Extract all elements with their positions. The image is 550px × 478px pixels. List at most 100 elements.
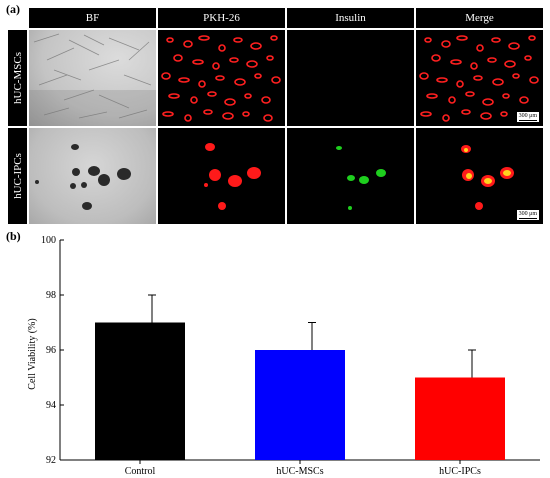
pkh26-cell	[491, 37, 501, 43]
pkh26-cell	[436, 77, 448, 83]
image-ipc-pkh26	[158, 128, 285, 224]
pkh26-cell	[519, 96, 529, 104]
pkh26-cell	[215, 75, 225, 81]
y-tick-label: 96	[46, 345, 56, 356]
scale-bar-row2-text: 300 μm	[518, 211, 537, 217]
image-msc-insulin	[287, 30, 414, 126]
ipc-insulin-clusters	[336, 146, 386, 210]
y-tick-label: 98	[46, 290, 56, 301]
pkh26-cell	[442, 114, 450, 122]
pkh26-cell	[244, 93, 252, 99]
pkh26-cell	[500, 111, 508, 117]
pkh26-cell	[246, 60, 258, 68]
pkh26-cell	[263, 114, 273, 122]
x-tick-label: hUC-MSCs	[276, 466, 323, 477]
pkh26-cell	[184, 114, 192, 122]
pkh26-cell	[482, 98, 494, 106]
pkh26-cell	[448, 96, 456, 104]
column-header-bf: BF	[29, 8, 156, 28]
msc-merge-cells	[419, 35, 539, 122]
pkh26-cell	[424, 37, 432, 43]
pkh26-cell	[198, 80, 206, 88]
pkh26-cell	[212, 62, 220, 70]
pkh26-cell	[250, 42, 262, 50]
row-label-ipc-text: hUC-IPCs	[11, 153, 24, 199]
pkh26-cell	[524, 55, 532, 61]
image-ipc-bf	[29, 128, 156, 224]
pkh26-cell	[178, 77, 190, 83]
pkh26-cell	[162, 111, 174, 117]
pkh26-cell	[461, 109, 471, 115]
pkh26-cell	[166, 37, 174, 43]
pkh26-cell	[218, 44, 226, 52]
row-label-ipc: hUC-IPCs	[8, 128, 27, 224]
pkh26-cell	[198, 35, 210, 41]
msc-bf-texture	[29, 33, 156, 126]
column-header-insulin: Insulin	[287, 8, 414, 28]
image-ipc-merge: 300 μm	[416, 128, 543, 224]
y-axis-title: Cell Viability (%)	[27, 318, 38, 389]
ipc-merge-clusters	[461, 145, 514, 210]
pkh26-cell	[224, 98, 236, 106]
pkh26-cell	[426, 93, 438, 99]
ipc-bf-clusters	[35, 144, 131, 210]
scale-bar-row2: 300 μm	[515, 209, 540, 221]
pkh26-cell	[261, 96, 271, 104]
cell-viability-chart: Cell Viability (%) 92 94 96 98 100 Control hUC…	[27, 235, 540, 477]
pkh26-cell	[512, 73, 520, 79]
scale-bar-row1-text: 300 μm	[518, 113, 537, 119]
image-msc-bf	[29, 30, 156, 126]
pkh26-cell	[470, 62, 478, 70]
microscopy-figure: BF PKH-26 Insulin Merge hUC-MSCs hUC-IPC…	[0, 0, 550, 226]
pkh26-cell	[528, 35, 536, 41]
row-label-msc: hUC-MSCs	[8, 30, 27, 126]
pkh26-cell	[242, 111, 250, 117]
pkh26-cell	[419, 72, 429, 80]
image-msc-pkh26	[158, 30, 285, 126]
pkh26-cell	[492, 78, 504, 86]
pkh26-cell	[222, 112, 234, 120]
pkh26-cell	[192, 59, 204, 65]
y-tick-label: 92	[46, 455, 56, 466]
pkh26-cell	[168, 93, 180, 99]
pkh26-cell	[456, 80, 464, 88]
pkh26-cell	[203, 109, 213, 115]
bar-huc-mscs	[255, 350, 345, 460]
pkh26-cell	[190, 96, 198, 104]
column-header-merge: Merge	[416, 8, 543, 28]
msc-pkh26-cells	[161, 35, 281, 122]
x-tick-label: Control	[125, 466, 156, 477]
y-tick-label: 94	[46, 400, 56, 411]
pkh26-cell	[476, 44, 484, 52]
column-header-pkh26: PKH-26	[158, 8, 285, 28]
pkh26-cell	[450, 59, 462, 65]
pkh26-cell	[234, 78, 246, 86]
x-tick-label: hUC-IPCs	[439, 466, 481, 477]
pkh26-cell	[529, 76, 539, 84]
y-tick-label: 100	[41, 235, 56, 246]
ipc-pkh26-clusters	[204, 143, 261, 210]
pkh26-cell	[508, 42, 520, 50]
bar-huc-ipcs	[415, 377, 505, 460]
pkh26-cell	[266, 55, 274, 61]
row-label-msc-text: hUC-MSCs	[11, 52, 24, 104]
pkh26-cell	[420, 111, 432, 117]
scale-bar-row1: 300 μm	[515, 111, 540, 123]
pkh26-cell	[173, 54, 183, 62]
image-ipc-insulin	[287, 128, 414, 224]
pkh26-cell	[431, 54, 441, 62]
pkh26-cell	[229, 57, 239, 63]
panel-a-label: (a)	[6, 2, 20, 16]
bar-control	[95, 322, 185, 460]
pkh26-cell	[487, 57, 497, 63]
pkh26-cell	[504, 60, 516, 68]
pkh26-cell	[441, 40, 451, 48]
pkh26-cell	[465, 91, 475, 97]
pkh26-cell	[183, 40, 193, 48]
pkh26-cell	[473, 75, 483, 81]
pkh26-cell	[480, 112, 492, 120]
pkh26-cell	[502, 93, 510, 99]
pkh26-cell	[161, 72, 171, 80]
pkh26-cell	[271, 76, 281, 84]
pkh26-cell	[207, 91, 217, 97]
